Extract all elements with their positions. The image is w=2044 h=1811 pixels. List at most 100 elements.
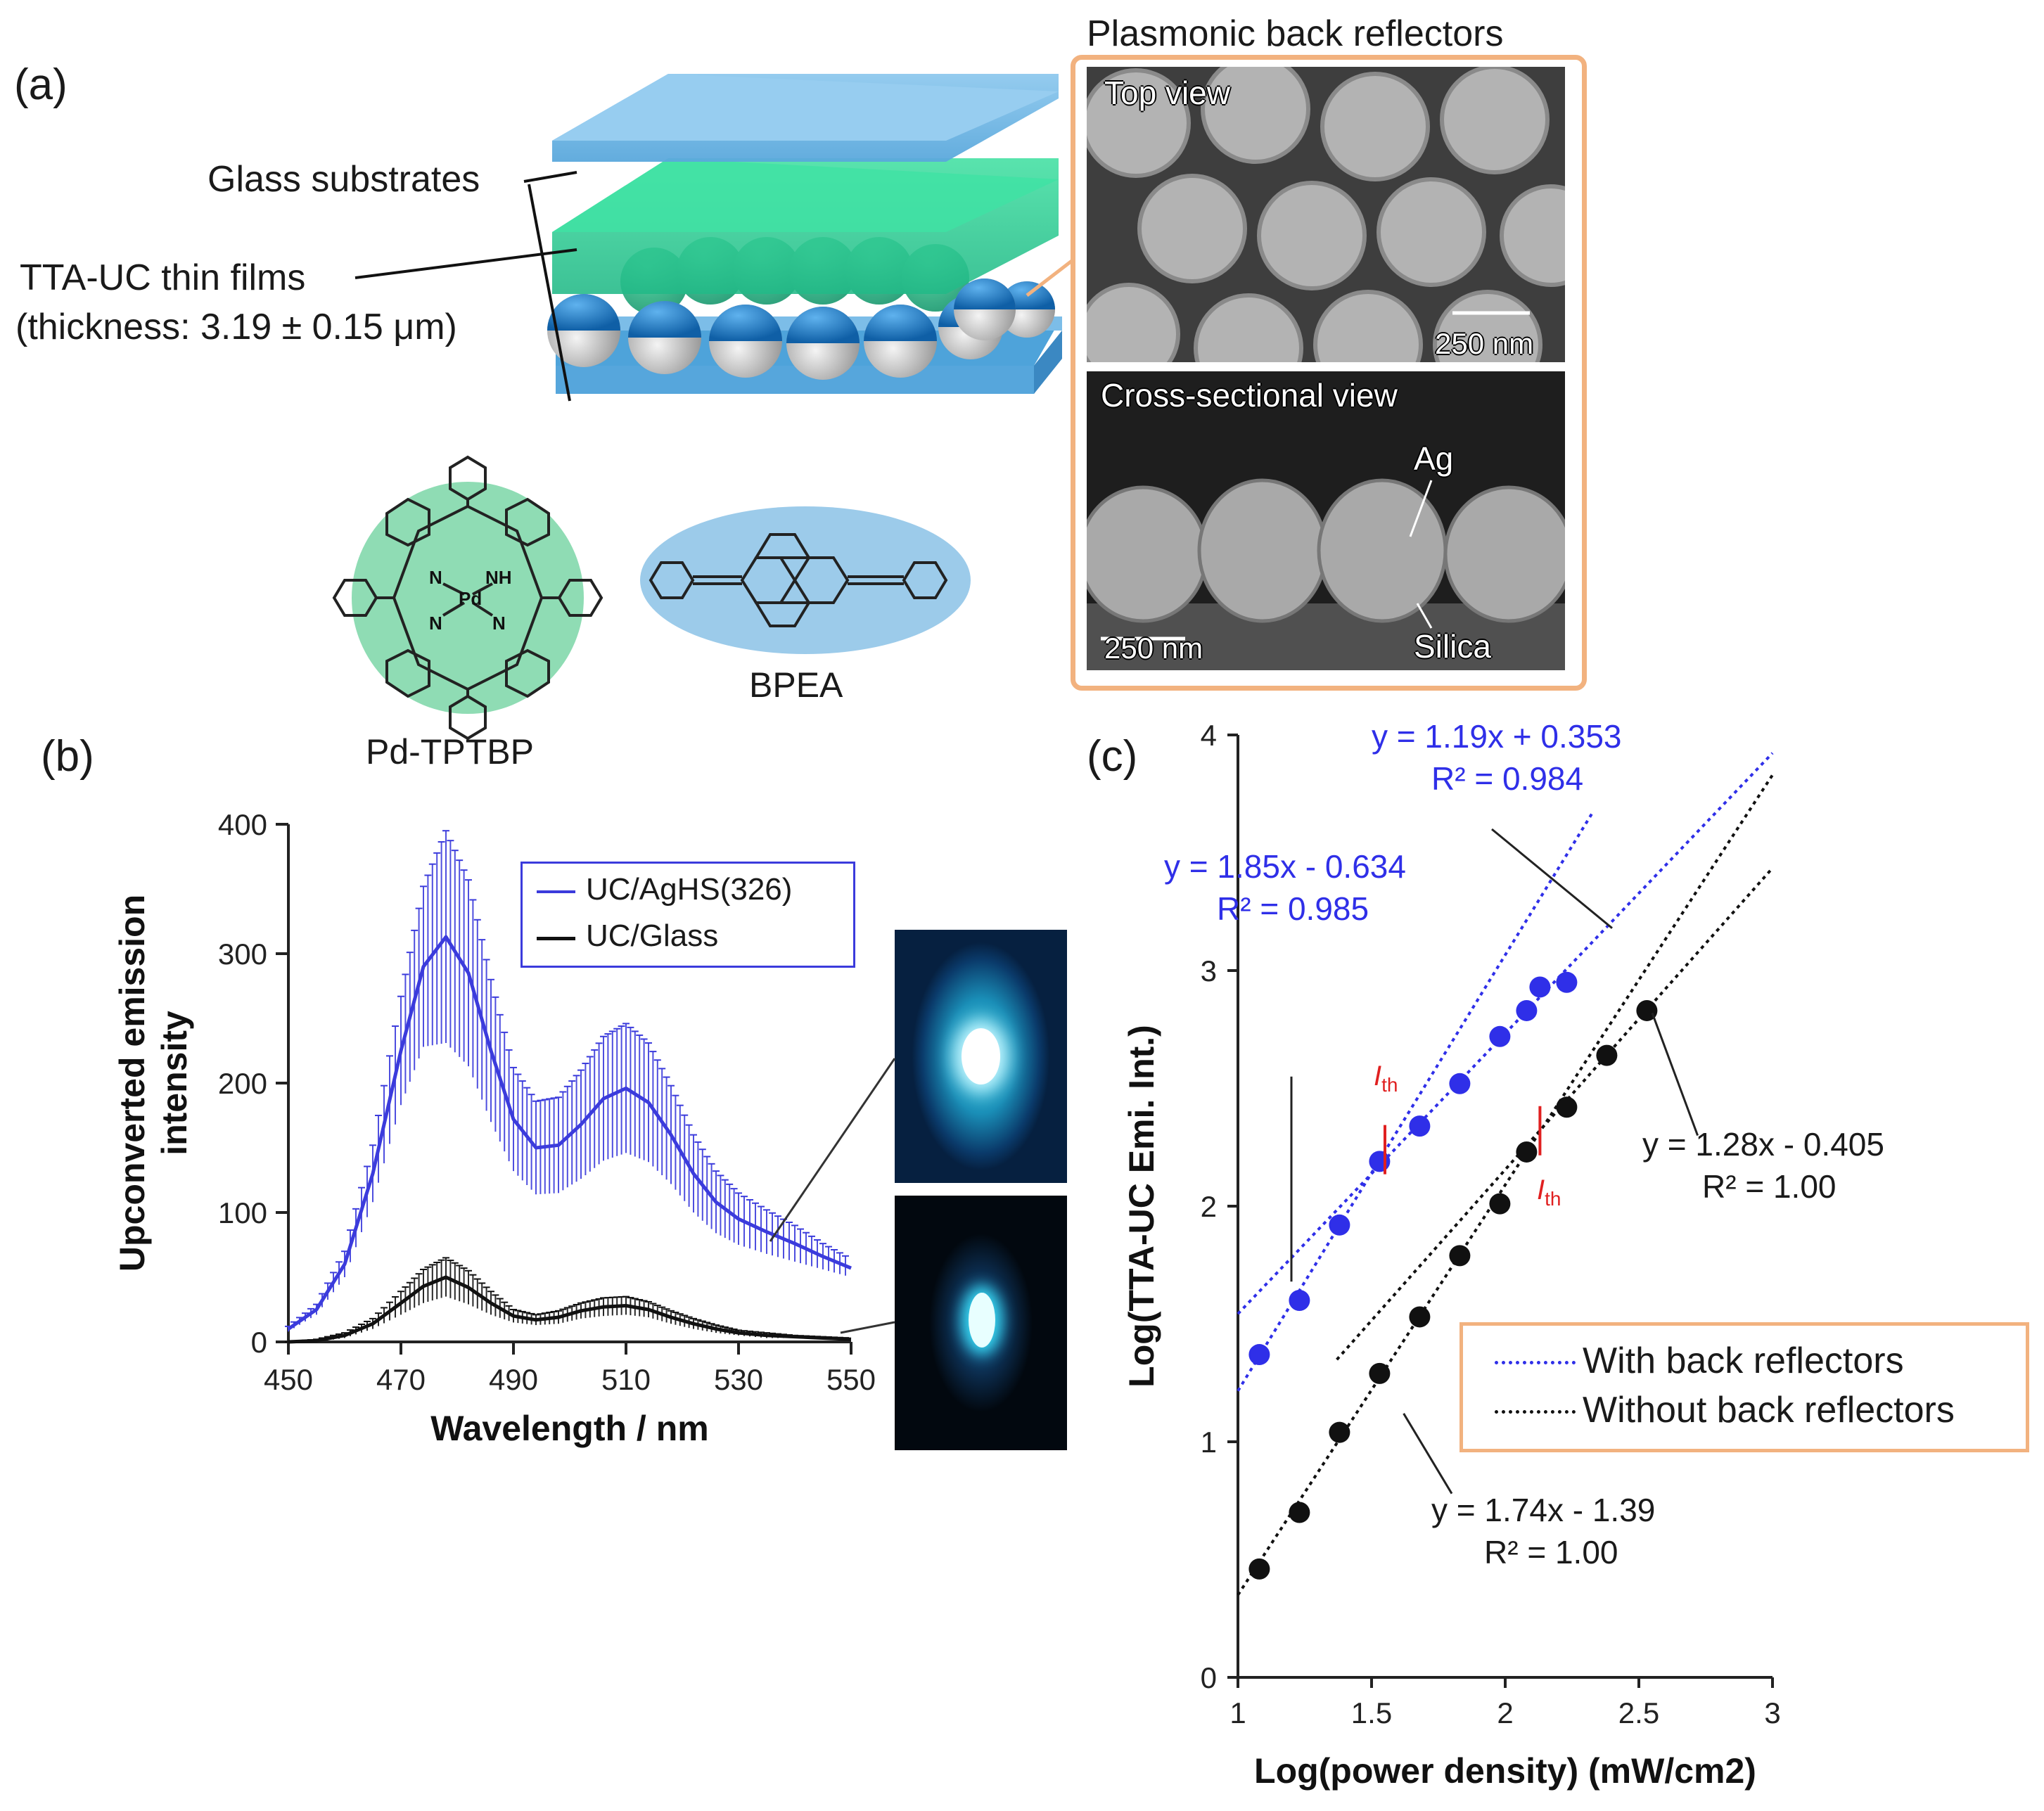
dim-emission-core — [969, 1293, 995, 1348]
glass-leader-line-2 — [528, 184, 571, 402]
data-point — [1369, 1362, 1391, 1384]
eq-black-high-line1: y = 1.28x - 0.405 — [1642, 1126, 1884, 1163]
legend-label-with: With back reflectors — [1583, 1340, 1904, 1381]
fit-line-2 — [1237, 774, 1774, 1596]
equation-leader-2 — [1651, 1012, 1699, 1137]
legend-line-without — [1495, 1410, 1576, 1414]
data-point — [1556, 971, 1578, 993]
legend-line-glass — [537, 937, 575, 940]
front-sphere-row-left — [954, 279, 1016, 340]
y-axis-title: Log(TTA-UC Emi. Int.) — [1122, 1025, 1161, 1388]
eq-black-low-line1: y = 1.74x - 1.39 — [1431, 1492, 1656, 1528]
eq-blue-low-line2: R² = 0.985 — [1217, 890, 1369, 927]
bright-emission-spot-photo — [895, 930, 1067, 1183]
top-view-scale-label: 250 nm — [1435, 327, 1534, 360]
eq-black-high-line2: R² = 1.00 — [1702, 1168, 1837, 1205]
data-point — [1369, 1151, 1391, 1172]
data-point — [1596, 1044, 1618, 1066]
data-point — [1409, 1115, 1431, 1137]
silica-label: Silica — [1414, 628, 1491, 665]
data-point — [1556, 1096, 1578, 1118]
threshold-label-blue: Ith — [1374, 1061, 1398, 1096]
data-point — [1248, 1558, 1270, 1580]
panel-c-label: (c) — [1087, 732, 1138, 781]
y-axis-title-line1: Upconverted emission — [113, 895, 152, 1272]
sem-cross-section — [1087, 371, 1565, 670]
threshold-label-black-sub: th — [1545, 1188, 1561, 1210]
y-tick-label: 1 — [1201, 1426, 1217, 1459]
x-tick-label: 490 — [489, 1363, 538, 1396]
threshold-label-black: Ith — [1537, 1175, 1561, 1210]
y-tick-label: 400 — [218, 808, 267, 841]
threshold-legend: With back reflectors Without back reflec… — [1459, 1322, 2029, 1452]
panel-a-label: (a) — [14, 60, 68, 109]
data-point — [1529, 976, 1551, 998]
plasmonic-reflector-title: Plasmonic back reflectors — [1087, 13, 1504, 54]
x-tick-label: 2.5 — [1618, 1696, 1659, 1729]
tta-uc-film-label: TTA-UC thin films — [20, 257, 306, 298]
data-point — [1409, 1306, 1431, 1328]
y-tick-label: 4 — [1201, 719, 1217, 752]
pd-tptbp-label: Pd-TPTBP — [366, 732, 534, 772]
series-line — [287, 935, 852, 1331]
pd-tptbp-structure: N NH Pd N N — [332, 455, 603, 741]
y-tick-label: 200 — [218, 1067, 267, 1100]
top-glass-substrate — [552, 74, 1059, 162]
eq-blue-high-line2: R² = 0.984 — [1431, 760, 1584, 797]
dim-emission-spot-photo — [895, 1196, 1067, 1450]
x-axis-title: Log(power density) (mW/cm2) — [1254, 1751, 1756, 1791]
cross-section-scale-label: 250 nm — [1104, 632, 1203, 665]
data-point — [1289, 1502, 1310, 1523]
equation-leader-1 — [1491, 828, 1613, 929]
series-line — [288, 1275, 852, 1344]
spectrum-legend: UC/AgHS(326) UC/Glass — [520, 862, 855, 968]
thickness-label: (thickness: 3.19 ± 0.15 μm) — [15, 307, 457, 347]
legend-label-aghs: UC/AgHS(326) — [586, 872, 793, 907]
scatter-series-0 — [1248, 971, 1578, 1366]
threshold-label-blue-sub: th — [1381, 1074, 1398, 1096]
top-view-header: Top view — [1104, 75, 1230, 111]
porphyrin-atom-n-bl: N — [429, 613, 442, 634]
ag-label: Ag — [1414, 440, 1454, 477]
y-tick-label: 0 — [1201, 1661, 1217, 1694]
porphyrin-atom-n-tl: N — [429, 567, 442, 588]
series-0 — [285, 830, 852, 1332]
data-point — [1489, 1193, 1511, 1215]
data-point — [1248, 1344, 1270, 1366]
glass-leader-line — [523, 171, 577, 183]
emission-spectrum-chart: 0 100 200 300 400 450 470 490 510 530 550 Wavelengt… — [113, 808, 876, 1448]
legend-label-glass: UC/Glass — [586, 919, 719, 953]
series-1 — [285, 1257, 852, 1344]
threshold-label-blue-i: I — [1374, 1061, 1382, 1092]
x-tick-label: 530 — [714, 1363, 763, 1396]
bpea-label: BPEA — [749, 665, 843, 705]
y-tick-label: 0 — [251, 1326, 267, 1359]
data-point — [1636, 999, 1658, 1021]
glass-substrates-label: Glass substrates — [207, 159, 480, 200]
eq-black-low-line2: R² = 1.00 — [1484, 1534, 1618, 1570]
film-leader-line — [354, 248, 577, 279]
threshold-label-black-i: I — [1537, 1175, 1545, 1205]
x-tick-label: 450 — [264, 1363, 313, 1396]
tta-uc-film — [552, 158, 1059, 294]
bright-emission-core — [962, 1028, 1000, 1084]
x-tick-label: 1.5 — [1351, 1696, 1392, 1729]
legend-line-aghs — [537, 890, 575, 893]
sem-top-view — [1087, 67, 1565, 362]
panel-b-label: (b) — [41, 732, 94, 781]
y-tick-label: 300 — [218, 938, 267, 971]
y-tick-label: 100 — [218, 1196, 267, 1229]
x-tick-label: 470 — [376, 1363, 426, 1396]
data-point — [1449, 1073, 1471, 1094]
porphyrin-atom-pd: Pd — [459, 588, 482, 609]
data-point — [1516, 999, 1538, 1021]
reflector-leader-line — [1026, 259, 1074, 297]
front-sphere-row — [547, 281, 1055, 380]
x-tick-label: 510 — [601, 1363, 651, 1396]
data-point — [1329, 1214, 1350, 1236]
x-tick-label: 2 — [1497, 1696, 1513, 1729]
porphyrin-atom-nh: NH — [485, 567, 512, 588]
fit-line-3 — [1336, 866, 1774, 1361]
equation-leader-3 — [1403, 1413, 1453, 1495]
